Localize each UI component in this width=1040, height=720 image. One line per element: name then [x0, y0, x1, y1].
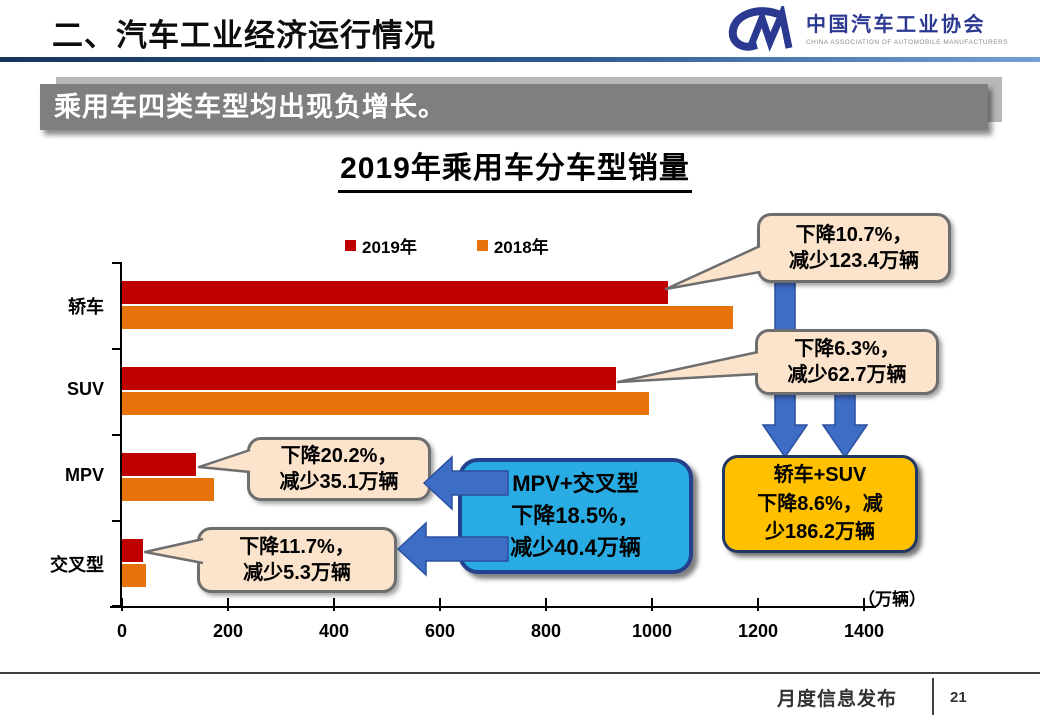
callout-mpv-tail [197, 448, 251, 474]
legend-item-2019: 2019年 [345, 233, 417, 258]
y-axis-tick [112, 348, 121, 350]
x-axis-tick [651, 598, 653, 611]
chart-legend: 2019年 2018年 [345, 233, 549, 258]
y-axis-line [120, 262, 122, 608]
x-axis-tick-label: 400 [318, 621, 350, 641]
x-axis-tick-label: 200 [212, 621, 244, 641]
x-axis-tick [863, 598, 865, 611]
legend-label-2019: 2019年 [362, 238, 417, 257]
bar-2018年-MPV [122, 478, 214, 501]
legend-swatch-2018 [476, 240, 488, 251]
callout-suv-tail [616, 350, 759, 384]
x-axis-tick-label: 1200 [737, 621, 779, 641]
x-axis-tick [545, 598, 547, 611]
footer-divider [932, 678, 934, 715]
y-axis-tick [112, 520, 121, 522]
axis-unit-label: （万辆） [858, 590, 926, 609]
x-axis-tick [439, 598, 441, 611]
bar-2019年-轿车 [122, 281, 668, 304]
footer-label: 月度信息发布 [777, 689, 898, 710]
x-axis-tick-label: 600 [424, 621, 456, 641]
callout-mpv: 下降20.2%， 减少35.1万辆 [247, 437, 431, 501]
callout-sedan-tail [664, 244, 761, 291]
callout-sedan: 下降10.7%， 减少123.4万辆 [757, 213, 951, 283]
page-number: 21 [950, 689, 967, 706]
x-axis-tick-label: 0 [116, 621, 127, 641]
legend-item-2018: 2018年 [476, 233, 549, 258]
caam-logo-icon [728, 6, 793, 52]
category-label-交叉型: 交叉型 [50, 555, 104, 575]
footer-rule [0, 672, 1040, 674]
left-arrows [396, 455, 509, 577]
legend-swatch-2019 [345, 240, 356, 251]
callout-crossover: 下降11.7%， 减少5.3万辆 [197, 527, 397, 593]
key-message-banner: 乘用车四类车型均出现负增长。 [40, 84, 988, 130]
logo-org-name-cn: 中国汽车工业协会 [806, 14, 986, 36]
header-rule [0, 57, 1040, 62]
chart-title: 2019年乘用车分车型销量 [270, 143, 760, 193]
x-axis-tick [757, 598, 759, 611]
category-label-SUV: SUV [66, 379, 104, 399]
category-label-MPV: MPV [64, 465, 104, 485]
callout-suv: 下降6.3%， 减少62.7万辆 [755, 329, 939, 395]
y-axis-tick [112, 605, 121, 607]
caam-logo: 中国汽车工业协会 CHINA ASSOCIATION OF AUTOMOBILE… [726, 6, 1008, 54]
bar-2018年-轿车 [122, 306, 733, 329]
y-axis-tick [112, 262, 121, 264]
x-axis-tick [333, 598, 335, 611]
bar-2019年-SUV [122, 367, 616, 390]
category-label-轿车: 轿车 [68, 297, 104, 317]
y-axis-tick [112, 434, 121, 436]
x-axis-tick [227, 598, 229, 611]
bar-2019年-MPV [122, 453, 196, 476]
legend-label-2018: 2018年 [493, 238, 549, 257]
x-axis-tick-label: 1400 [843, 621, 885, 641]
logo-org-name-en: CHINA ASSOCIATION OF AUTOMOBILE MANUFACT… [806, 39, 1009, 46]
bar-2018年-交叉型 [122, 564, 146, 587]
bar-2018年-SUV [122, 392, 649, 415]
x-axis-tick-label: 800 [530, 621, 562, 641]
summary-box-sedan-suv: 轿车+SUV 下降8.6%，减 少186.2万辆 [722, 455, 918, 553]
callout-crossover-tail [143, 537, 204, 565]
x-axis-line [110, 606, 876, 608]
key-message-text: 乘用车四类车型均出现负增长。 [54, 92, 446, 122]
x-axis-tick [121, 598, 123, 611]
page-title: 二、汽车工业经济运行情况 [52, 18, 436, 53]
x-axis-tick-label: 1000 [631, 621, 673, 641]
bar-2019年-交叉型 [122, 539, 143, 562]
